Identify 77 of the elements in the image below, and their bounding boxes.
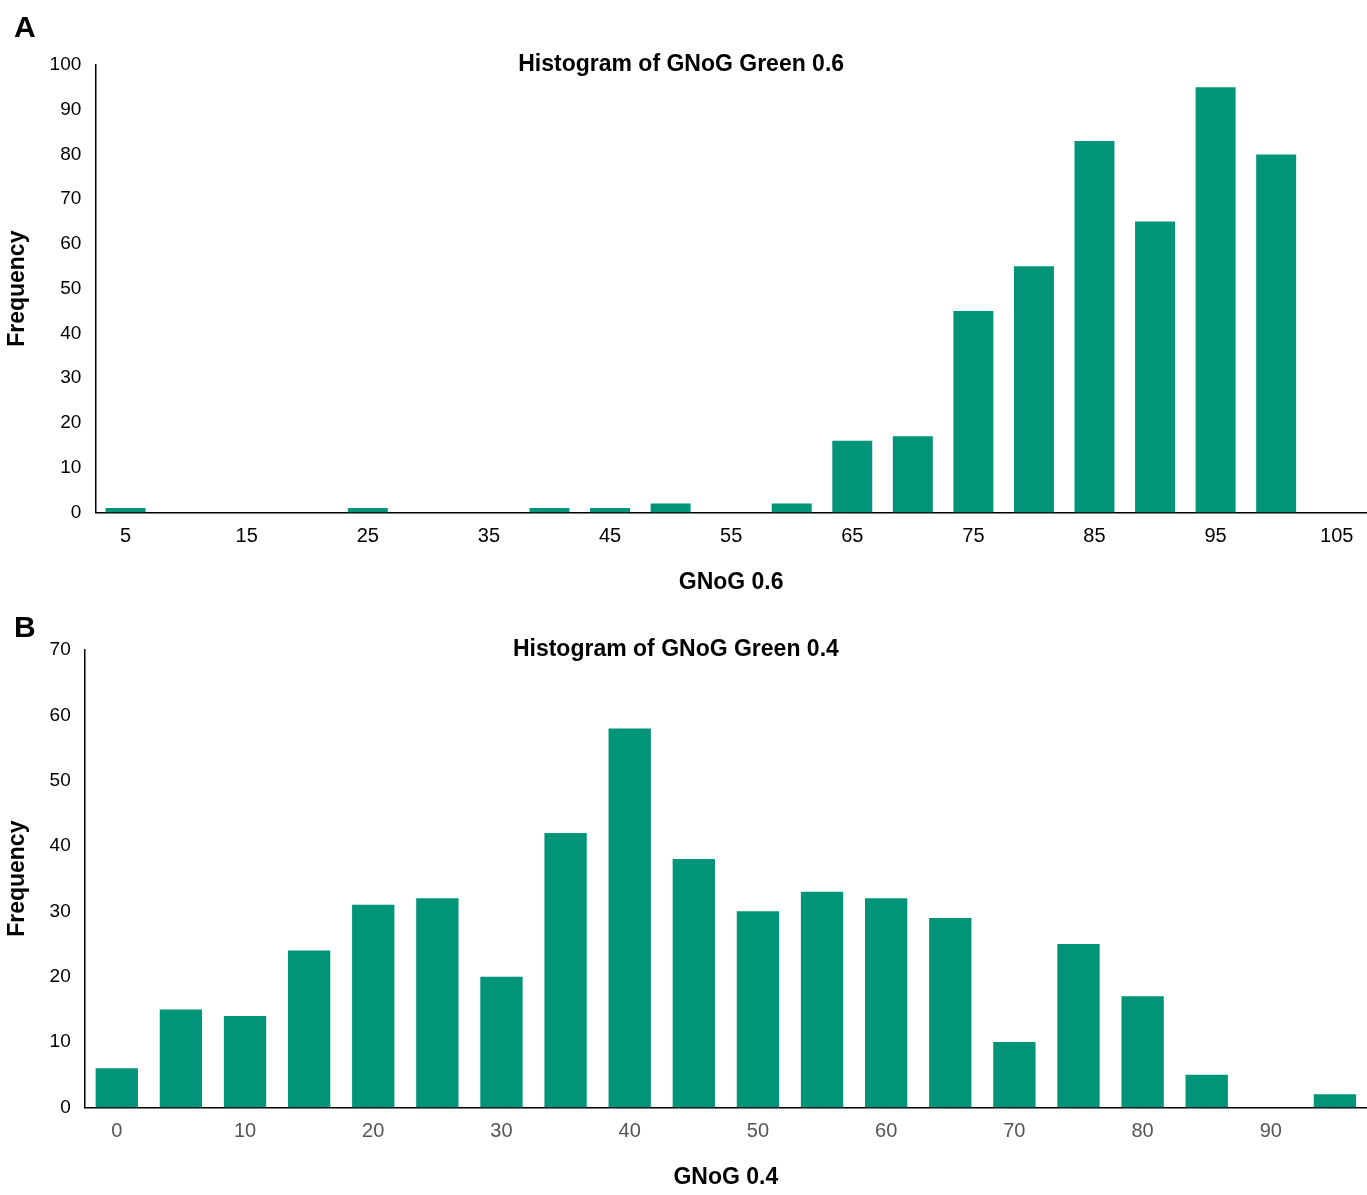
y-tick-label: 60 (60, 232, 82, 254)
text: B (14, 610, 36, 644)
chart-title: Histogram of GNoG Green 0.6 (518, 49, 845, 76)
bar (287, 950, 331, 1108)
bar (672, 859, 715, 1108)
bar (608, 728, 651, 1108)
x-tick-label: 55 (720, 523, 743, 546)
bar (352, 904, 395, 1108)
bar (480, 976, 523, 1108)
x-tick-label: 15 (235, 523, 258, 546)
y-tick-label: 30 (60, 366, 82, 388)
y-tick-label: 20 (49, 964, 71, 986)
y-tick-label: 40 (60, 321, 82, 343)
bar (993, 1042, 1036, 1108)
bar (1013, 266, 1054, 513)
text: A (14, 10, 36, 44)
bar (1074, 141, 1115, 513)
bar (736, 911, 780, 1108)
x-tick-label: 85 (1083, 523, 1106, 546)
x-tick-label: 10 (233, 1118, 257, 1141)
y-tick-label: 10 (49, 1030, 71, 1052)
bar (544, 832, 587, 1108)
x-tick-label: 30 (490, 1118, 513, 1141)
x-tick-label: 25 (356, 523, 379, 546)
bar (1135, 221, 1176, 513)
y-tick-label: 60 (49, 703, 71, 725)
y-tick-label: 100 (49, 53, 82, 75)
y-axis-title: Frequency (3, 820, 30, 937)
y-tick-label: 20 (60, 411, 82, 433)
x-tick-label: 80 (1131, 1118, 1154, 1141)
bar (864, 898, 908, 1108)
x-tick-label: 60 (875, 1118, 898, 1141)
bar (1195, 87, 1236, 513)
x-axis-title: GNoG 0.6 (678, 567, 784, 594)
x-tick-label: 20 (362, 1118, 385, 1141)
x-tick-label: 95 (1204, 523, 1227, 546)
bar (1121, 996, 1164, 1108)
chart-title: Histogram of GNoG Green 0.4 (512, 634, 840, 661)
y-tick-label: 0 (60, 1095, 71, 1117)
x-tick-label: 45 (598, 523, 622, 546)
bar (416, 898, 459, 1108)
x-tick-label: 65 (841, 523, 864, 546)
x-tick-label: 105 (1320, 523, 1354, 546)
bar (771, 503, 812, 513)
y-tick-label: 70 (49, 638, 71, 660)
bar (223, 1015, 267, 1108)
bar (800, 891, 844, 1108)
bar (832, 440, 873, 513)
x-axis-title: GNoG 0.4 (673, 1162, 779, 1189)
x-tick-label: 75 (962, 523, 985, 546)
y-tick-label: 50 (60, 276, 82, 298)
x-tick-label: 50 (746, 1118, 770, 1141)
x-tick-label: 0 (111, 1118, 123, 1141)
bar (1256, 154, 1297, 513)
y-tick-label: 80 (60, 142, 82, 164)
bar (1313, 1094, 1357, 1108)
y-tick-label: 30 (49, 899, 71, 921)
y-tick-label: 10 (60, 455, 82, 477)
bar (1185, 1074, 1228, 1108)
bar (95, 1068, 138, 1108)
x-tick-label: 35 (477, 523, 501, 546)
y-tick-label: 70 (60, 187, 82, 209)
y-tick-label: 40 (49, 834, 71, 856)
x-tick-label: 5 (120, 523, 132, 546)
bar (929, 917, 972, 1108)
x-tick-label: 40 (618, 1118, 641, 1141)
bar (1057, 944, 1100, 1108)
bar (953, 311, 994, 513)
y-axis-title: Frequency (3, 230, 30, 347)
x-tick-label: 70 (1003, 1118, 1026, 1141)
y-tick-label: 90 (60, 97, 82, 119)
x-tick-label: 90 (1259, 1118, 1282, 1141)
y-tick-label: 50 (49, 768, 71, 790)
bar (892, 436, 933, 513)
bar (159, 1009, 203, 1108)
y-tick-label: 0 (70, 500, 82, 522)
bar (650, 503, 691, 513)
